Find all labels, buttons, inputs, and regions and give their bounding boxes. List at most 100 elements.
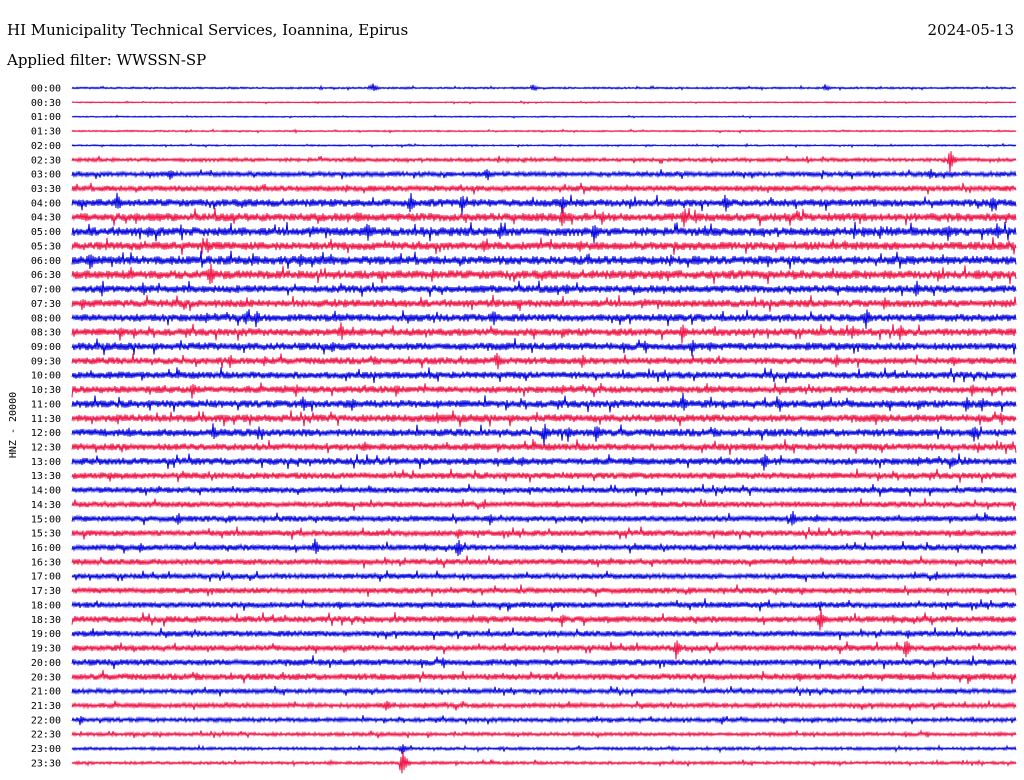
time-label: 06:30	[31, 270, 61, 281]
trace-line	[71, 207, 1017, 228]
trace-line	[71, 83, 1017, 92]
time-label: 01:00	[31, 112, 61, 123]
time-label: 03:30	[31, 184, 61, 195]
time-label: 18:00	[31, 600, 61, 611]
trace-line	[71, 570, 1017, 583]
time-label: 19:00	[31, 629, 61, 640]
trace-line	[71, 192, 1017, 215]
trace-line	[71, 526, 1017, 540]
trace-line	[71, 294, 1017, 312]
trace-line	[71, 264, 1017, 285]
time-label: 10:00	[31, 371, 61, 382]
time-label: 04:30	[31, 213, 61, 224]
time-label: 09:30	[31, 356, 61, 367]
time-label: 13:00	[31, 457, 61, 468]
time-label: 00:00	[31, 84, 61, 95]
trace-line	[71, 367, 1017, 384]
date-label: 2024-05-13	[927, 21, 1014, 39]
time-label: 09:00	[31, 342, 61, 353]
trace-line	[71, 538, 1017, 557]
trace-line	[71, 182, 1017, 195]
time-label: 08:00	[31, 313, 61, 324]
time-label: 17:30	[31, 586, 61, 597]
trace-line	[71, 322, 1017, 344]
trace-line	[71, 685, 1017, 697]
trace-line	[71, 423, 1017, 446]
trace-line	[71, 309, 1017, 329]
trace-line	[71, 439, 1017, 455]
time-label: 13:30	[31, 471, 61, 482]
time-label: 14:00	[31, 486, 61, 497]
trace-line	[71, 555, 1017, 569]
time-label: 16:30	[31, 557, 61, 568]
time-label: 21:30	[31, 701, 61, 712]
time-label: 22:30	[31, 730, 61, 741]
trace-line	[71, 280, 1017, 297]
trace-line	[71, 392, 1017, 413]
trace-line	[71, 608, 1017, 631]
time-label: 11:00	[31, 399, 61, 410]
time-label: 05:30	[31, 241, 61, 252]
time-label: 05:00	[31, 227, 61, 238]
trace-line	[71, 221, 1017, 243]
trace-line	[71, 715, 1017, 726]
time-label: 04:00	[31, 198, 61, 209]
time-label: 19:30	[31, 644, 61, 655]
time-label: 23:00	[31, 744, 61, 755]
trace-line	[71, 743, 1017, 755]
trace-line	[71, 669, 1017, 685]
filter-label: Applied filter: WWSSN-SP	[7, 51, 207, 69]
time-label: 20:00	[31, 658, 61, 669]
y-axis-label: HNZ - 20000	[8, 392, 19, 458]
trace-line	[71, 729, 1017, 739]
time-label: 15:30	[31, 529, 61, 540]
time-label: 01:30	[31, 127, 61, 138]
time-label: 18:30	[31, 615, 61, 626]
trace-line	[71, 584, 1017, 597]
trace-line	[71, 168, 1017, 181]
time-label: 02:00	[31, 141, 61, 152]
trace-line	[71, 352, 1017, 370]
time-label: 16:00	[31, 543, 61, 554]
time-label: 10:30	[31, 385, 61, 396]
trace-line	[71, 453, 1017, 471]
time-label: 12:00	[31, 428, 61, 439]
trace-line	[71, 250, 1017, 270]
time-label: 14:30	[31, 500, 61, 511]
trace-line	[71, 128, 1017, 134]
time-label: 22:00	[31, 715, 61, 726]
trace-line	[71, 100, 1017, 105]
trace-line	[71, 640, 1017, 660]
trace-line	[71, 382, 1017, 399]
trace-line	[71, 142, 1017, 149]
trace-line	[71, 114, 1017, 119]
time-label: 15:00	[31, 514, 61, 525]
trace-line	[71, 627, 1017, 641]
trace-line	[71, 151, 1017, 173]
time-label: 21:00	[31, 687, 61, 698]
trace-line	[71, 483, 1017, 497]
time-label: 17:00	[31, 572, 61, 583]
trace-line	[71, 237, 1017, 255]
trace-line	[71, 468, 1017, 483]
time-label: 08:30	[31, 328, 61, 339]
time-label: 06:00	[31, 256, 61, 267]
time-label: 03:00	[31, 170, 61, 181]
trace-line	[71, 410, 1017, 427]
trace-line	[71, 655, 1017, 670]
trace-line	[71, 751, 1017, 774]
time-label: 23:30	[31, 758, 61, 769]
time-label: 20:30	[31, 672, 61, 683]
time-label: 12:30	[31, 443, 61, 454]
trace-line	[71, 598, 1017, 612]
trace-line	[71, 700, 1017, 711]
trace-line	[71, 338, 1017, 357]
time-label: 02:30	[31, 155, 61, 166]
title: HI Municipality Technical Services, Ioan…	[7, 21, 409, 39]
trace-line	[71, 498, 1017, 511]
time-label: 07:00	[31, 285, 61, 296]
time-label: 00:30	[31, 98, 61, 109]
time-label: 11:30	[31, 414, 61, 425]
time-label: 07:30	[31, 299, 61, 310]
